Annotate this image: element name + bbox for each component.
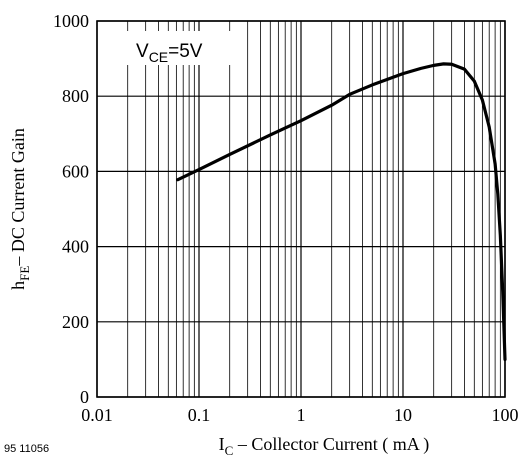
x-tick-label: 100 <box>492 405 519 425</box>
y-tick-label: 600 <box>62 161 89 181</box>
series-line <box>176 62 507 361</box>
figure-id: 95 11056 <box>4 443 49 455</box>
y-tick-label: 400 <box>62 237 89 257</box>
grid <box>96 20 506 398</box>
x-tick-label: 10 <box>394 405 412 425</box>
annotation-box <box>126 31 232 65</box>
y-tick-label: 1000 <box>53 11 89 31</box>
annotation-label: VCE=5V <box>136 41 203 65</box>
y-tick-label: 200 <box>62 312 89 332</box>
plot-frame <box>96 20 506 398</box>
x-axis: 0.01 0.1 1 10 100 <box>81 405 518 425</box>
y-axis-title: hFE– DC Current Gain <box>8 128 32 290</box>
x-tick-label: 1 <box>297 405 306 425</box>
x-axis-title: IC – Collector Current ( mA ) <box>219 434 430 458</box>
y-axis: 0 200 400 600 800 1000 <box>53 11 89 407</box>
x-tick-label: 0.01 <box>81 405 113 425</box>
y-tick-label: 0 <box>80 387 89 407</box>
x-tick-label: 0.1 <box>188 405 211 425</box>
y-tick-label: 800 <box>62 86 89 106</box>
